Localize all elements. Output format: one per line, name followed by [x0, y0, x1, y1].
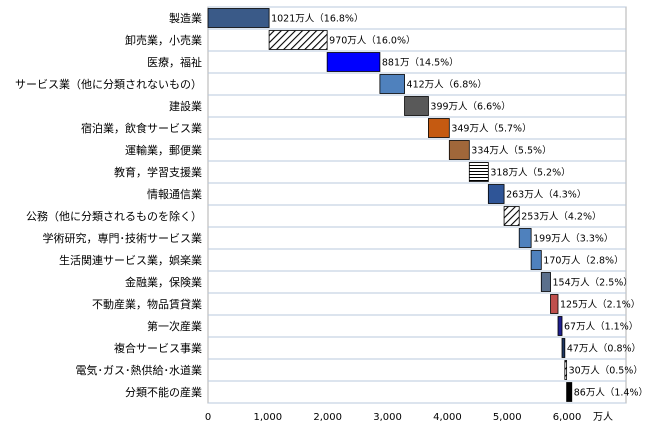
category-label: 卸売業，小売業 [125, 33, 202, 47]
x-tick-label: 6,000 [553, 412, 582, 423]
bar [564, 360, 568, 380]
x-tick-label: 0 [205, 412, 211, 423]
data-label: 199万人（3.3%） [533, 233, 613, 245]
bar [540, 272, 551, 292]
x-tick-label: 1,000 [254, 412, 283, 423]
x-tick-label: 4,000 [433, 412, 462, 423]
data-label: 334万人（5.5%） [471, 145, 551, 157]
category-label: 不動産業，物品賃貸業 [92, 297, 202, 311]
category-label: 公務（他に分類されるものを除く） [26, 209, 202, 223]
bar [550, 294, 559, 314]
data-label: 399万人（6.6%） [430, 101, 510, 113]
category-label: 複合サービス事業 [114, 341, 202, 355]
bar [561, 338, 566, 358]
data-label: 125万人（2.1%） [560, 299, 640, 311]
data-label: 970万人（16.0%） [329, 35, 415, 47]
x-axis-ticks: 0 1,000 2,000 3,000 4,000 5,000 6,000 [205, 412, 582, 423]
bar [530, 250, 542, 270]
data-label: 67万人（1.1%） [564, 321, 638, 333]
data-label: 349万人（5.7%） [451, 123, 531, 135]
x-tick-label: 3,000 [373, 412, 402, 423]
category-label: 生活関連サービス業，娯楽業 [59, 253, 202, 267]
category-label: 学術研究，専門･技術サービス業 [43, 231, 203, 245]
data-label: 30万人（0.5%） [569, 365, 643, 377]
x-tick-label: 2,000 [313, 412, 342, 423]
data-label: 170万人（2.8%） [543, 255, 623, 267]
category-label: 医療，福祉 [147, 55, 202, 69]
bar [557, 316, 563, 336]
bar [428, 118, 450, 138]
bar [518, 228, 532, 248]
bar [448, 140, 470, 160]
bar [487, 184, 505, 204]
category-label: サービス業（他に分類されないもの） [15, 78, 202, 91]
bar [326, 52, 381, 72]
data-label: 412万人（6.8%） [407, 79, 487, 91]
category-label: 分類不能の産業 [125, 385, 202, 399]
data-label: 1021万人（16.8%） [271, 13, 363, 25]
data-label: 318万人（5.2%） [490, 167, 570, 179]
bar [503, 206, 520, 226]
data-label: 86万人（1.4%） [574, 387, 645, 399]
category-label: 運輸業，郵便業 [125, 143, 202, 157]
bar [379, 74, 405, 94]
bar [207, 8, 270, 28]
data-label: 253万人（4.2%） [521, 211, 601, 223]
x-axis-unit: 万人 [593, 411, 613, 423]
category-label: 第一次産業 [147, 319, 202, 333]
category-label: 建設業 [169, 99, 202, 113]
bar [566, 382, 573, 402]
data-labels: 1021万人（16.8%） 970万人（16.0%） 881万（14.5%） 412万… [271, 13, 645, 399]
x-tick-label: 5,000 [493, 412, 522, 423]
data-label: 154万人（2.5%） [553, 277, 633, 289]
bars [207, 8, 573, 402]
category-label: 電気･ガス･熱供給･水道業 [76, 363, 203, 377]
gridlines [208, 6, 626, 404]
category-label: 情報通信業 [147, 188, 202, 201]
bar [468, 162, 489, 182]
category-label: 金融業，保険業 [125, 275, 202, 289]
data-label: 263万人（4.3%） [506, 189, 586, 201]
data-label: 47万人（0.8%） [567, 343, 641, 355]
bar [404, 96, 429, 116]
category-label: 製造業 [169, 11, 202, 25]
data-label: 881万（14.5%） [382, 57, 459, 69]
category-label: 教育，学習支援業 [114, 165, 202, 179]
bar [268, 30, 328, 50]
category-label: 宿泊業，飲食サービス業 [81, 121, 202, 135]
